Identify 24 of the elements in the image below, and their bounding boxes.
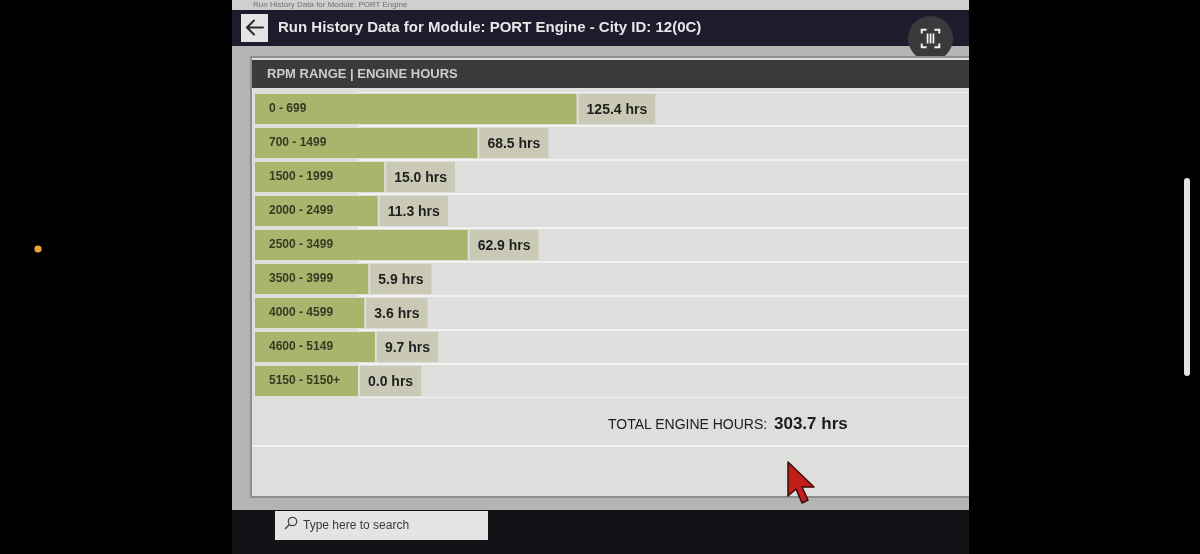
text: Type here to search [303,518,410,533]
y-tick-label: 3500 - 3999 [269,271,334,286]
y-tick-label: 700 - 1499 [269,135,327,150]
data-label: 15.0 hrs [394,168,448,185]
y-tick-label: 4600 - 5149 [269,339,334,354]
text: TOTAL ENGINE HOURS: [608,416,768,433]
y-tick-label: 1500 - 1999 [269,169,334,184]
data-label: 3.6 hrs [374,304,420,321]
data-label: 125.4 hrs [586,100,648,117]
data-label: 11.3 hrs [387,202,441,219]
data-label: 62.9 hrs [477,236,531,253]
y-tick-label: 4000 - 4599 [269,305,334,320]
data-label: 0.0 hrs [368,372,414,389]
y-tick-label: 5150 - 5150+ [269,373,341,388]
text: Run History Data for Module: PORT Engine [253,0,408,9]
data-label: 68.5 hrs [487,134,541,151]
y-tick-label: 0 - 699 [269,101,307,116]
data-label: 5.9 hrs [378,270,424,287]
chart-title: Run History Data for Module: PORT Engine - City ID: 12(0C) [278,17,702,37]
chart-subtitle: RPM RANGE | ENGINE HOURS [267,66,458,82]
data-label: 9.7 hrs [384,338,431,355]
text: 303.7 hrs [774,414,848,434]
y-tick-label: 2500 - 3499 [269,237,334,252]
y-tick-label: 2000 - 2499 [269,203,334,218]
